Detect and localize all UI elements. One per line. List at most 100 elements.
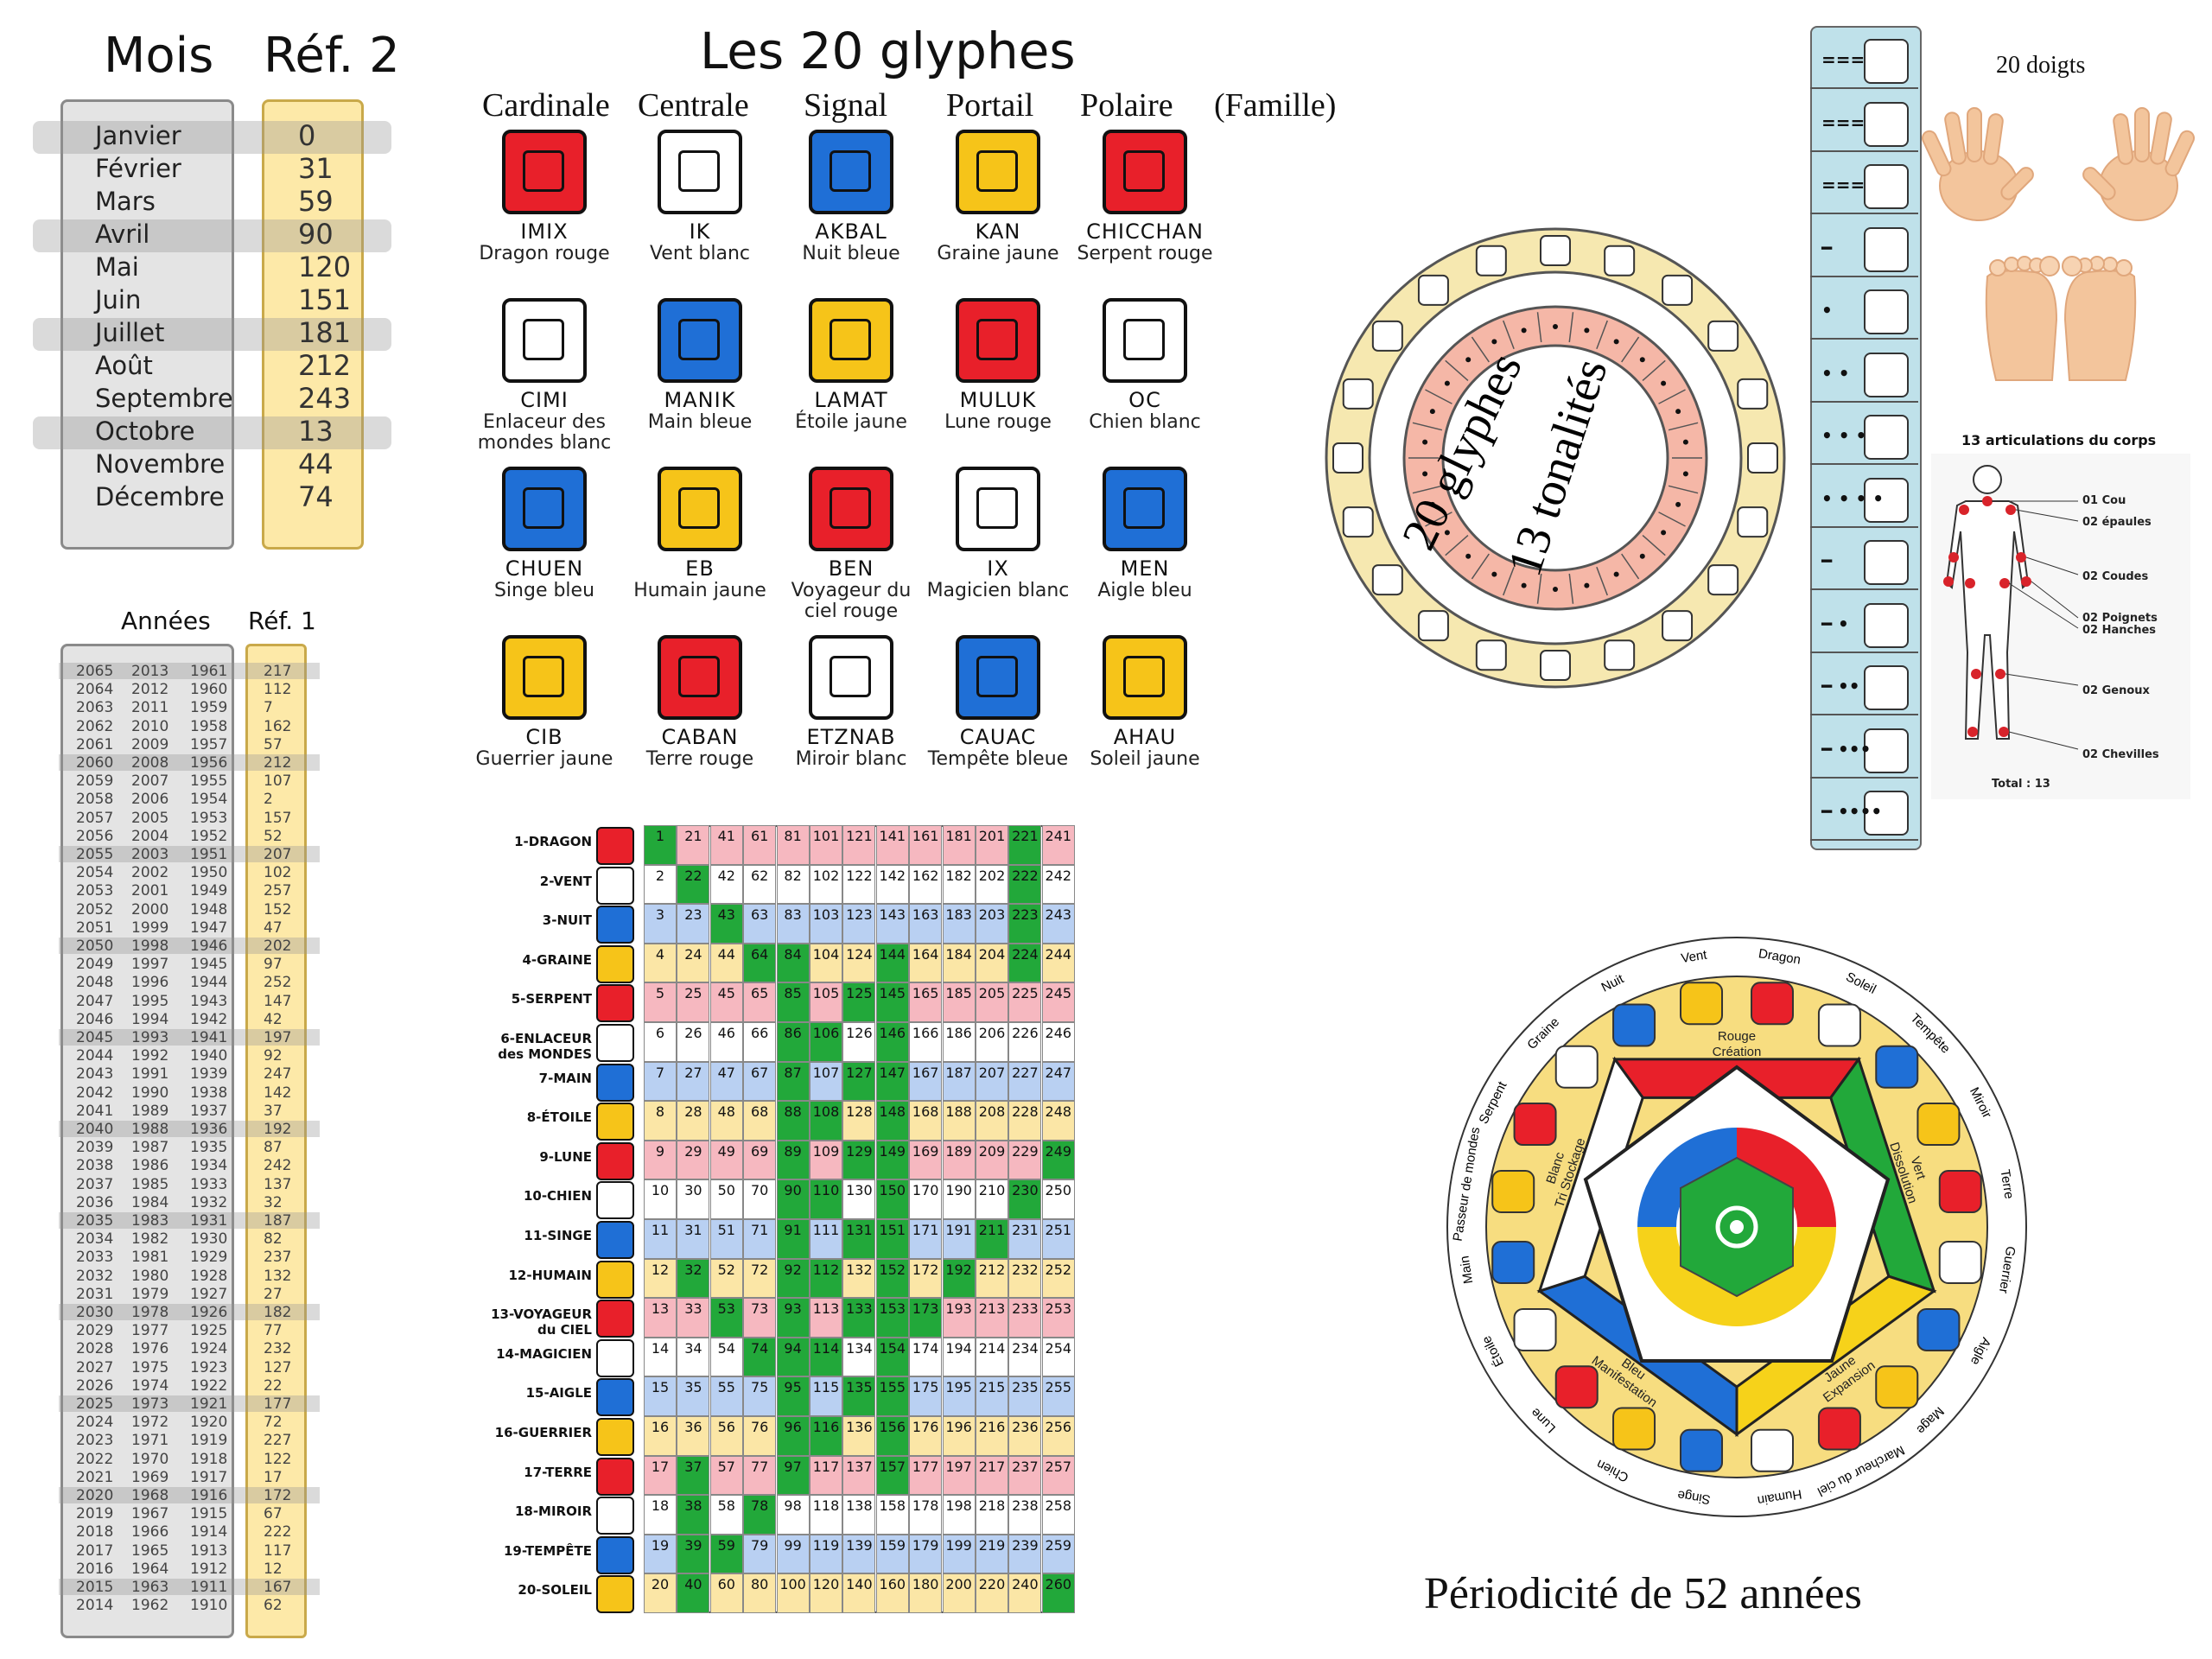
tzolkin-row-label: 19-TEMPÊTE: [503, 1542, 592, 1559]
tzolkin-cell: 216: [976, 1416, 1008, 1456]
year-ref: 27: [264, 1285, 283, 1303]
glyph-name: IK: [689, 219, 711, 244]
tzolkin-cell: 100: [776, 1573, 810, 1613]
year-value: 1931: [190, 1212, 228, 1230]
year-value: 1950: [190, 864, 228, 882]
wheel-glyph-icon: [1747, 442, 1778, 474]
year-value: 2024: [76, 1414, 114, 1432]
year-value: 2005: [131, 809, 169, 827]
month-name: Août: [95, 351, 153, 380]
wheel-glyph-icon: [1737, 378, 1769, 410]
tzolkin-cell: 246: [1041, 1022, 1075, 1062]
tzolkin-cell: 127: [842, 1061, 876, 1102]
glyph-icon: [658, 467, 742, 551]
strip-divider: [1810, 714, 1918, 715]
tzolkin-cell: 73: [743, 1298, 777, 1338]
tzolkin-cell: 181: [942, 825, 976, 865]
tzolkin-cell: 145: [875, 982, 909, 1022]
tzolkin-cell: 149: [875, 1140, 909, 1180]
tzolkin-cell: 186: [942, 1022, 976, 1062]
tzolkin-glyph-icon: [596, 1221, 634, 1259]
glyph-icon: [502, 298, 587, 383]
tzolkin-cell: 1: [644, 825, 677, 865]
wheel-tone-mark: [1661, 530, 1667, 536]
glyph-icon: [502, 635, 587, 720]
tzolkin-cell: 28: [677, 1101, 710, 1141]
tzolkin-cell: 115: [810, 1376, 842, 1416]
wheel-tone-divider: [1445, 359, 1469, 382]
tzolkin-glyph-icon: [596, 827, 634, 865]
tzolkin-cell: 161: [909, 825, 943, 865]
tzolkin-cell: 27: [677, 1061, 710, 1102]
tzolkin-cell: 154: [875, 1337, 909, 1377]
tzolkin-cell: 5: [644, 982, 677, 1022]
ring-glyph-label: Main: [1457, 1255, 1476, 1285]
tzolkin-cell: 260: [1041, 1573, 1075, 1613]
year-ref: 227: [264, 1432, 292, 1450]
wheel-glyph-ring: [1332, 235, 1778, 681]
year-value: 1933: [190, 1175, 228, 1193]
tzolkin-cell: 166: [909, 1022, 943, 1062]
year-ref: 112: [264, 681, 292, 699]
strip-glyph-icon: [1864, 226, 1909, 272]
tzolkin-cell: 10: [644, 1179, 677, 1219]
tzolkin-cell: 35: [677, 1376, 710, 1416]
year-value: 1920: [190, 1414, 228, 1432]
year-value: 1956: [190, 754, 228, 772]
glyph-card: CHUEN Singe bleu: [471, 467, 618, 601]
year-ref: 177: [264, 1395, 292, 1413]
strip-tone-mark: ━ •: [1821, 613, 1849, 634]
month-name: Janvier: [95, 121, 181, 150]
glyph-mark-icon: [678, 656, 720, 697]
glyph-name: CAUAC: [959, 725, 1037, 749]
tzolkin-cell: 244: [1041, 943, 1075, 983]
month-name: Octobre: [95, 416, 195, 446]
year-value: 2026: [76, 1376, 114, 1395]
year-value: 1915: [190, 1505, 228, 1523]
year-value: 2057: [76, 809, 114, 827]
tzolkin-cell: 233: [1008, 1298, 1042, 1338]
tzolkin-cell: 93: [776, 1298, 810, 1338]
body-joint-label: 02 Coudes: [2082, 570, 2149, 583]
tzolkin-cell: 116: [810, 1416, 842, 1456]
wheel-tone-mark: [1613, 571, 1619, 577]
year-stripe: [59, 663, 320, 679]
tzolkin-cell: 208: [976, 1101, 1008, 1141]
tzolkin-cell: 252: [1041, 1258, 1075, 1299]
strip-glyph-icon: [1864, 352, 1909, 397]
strip-tone-mark: ===: [1821, 49, 1866, 70]
year-ref: 67: [264, 1505, 283, 1523]
years-column: [60, 644, 234, 1638]
month-stripe: [33, 318, 391, 351]
year-value: 1932: [190, 1193, 228, 1211]
year-stripe: [59, 1304, 320, 1320]
year-value: 1954: [190, 791, 228, 809]
tzolkin-cell: 77: [743, 1455, 777, 1496]
ring-glyph-icon: [1750, 982, 1794, 1026]
tzolkin-cell: 32: [677, 1258, 710, 1299]
year-value: 1989: [131, 1102, 169, 1120]
year-value: 2013: [131, 663, 169, 680]
wheel-glyph-icon: [1540, 235, 1571, 266]
fingers-title: 20 doigts: [1996, 52, 2086, 79]
year-ref: 92: [264, 1047, 283, 1065]
tzolkin-cell: 109: [810, 1140, 842, 1180]
month-ref: 90: [298, 218, 334, 251]
year-value: 1979: [131, 1285, 169, 1303]
tzolkin-cell: 232: [1008, 1258, 1042, 1299]
years-title: Années: [121, 607, 211, 635]
tzolkin-cell: 247: [1041, 1061, 1075, 1102]
month-name: Avril: [95, 219, 150, 249]
year-value: 1990: [131, 1084, 169, 1102]
year-ref: 47: [264, 918, 283, 937]
tzolkin-cell: 72: [743, 1258, 777, 1299]
year-ref: 72: [264, 1414, 283, 1432]
glyph-mark-icon: [678, 319, 720, 360]
year-value: 1984: [131, 1193, 169, 1211]
year-value: 1918: [190, 1450, 228, 1468]
year-value: 1978: [131, 1304, 169, 1321]
tzolkin-row-label: 10-CHIEN: [523, 1188, 592, 1205]
tzolkin-row-label: 9-LUNE: [539, 1148, 592, 1165]
glyph-description: Étoile jaune: [795, 411, 907, 433]
tzolkin-cell: 114: [810, 1337, 842, 1377]
